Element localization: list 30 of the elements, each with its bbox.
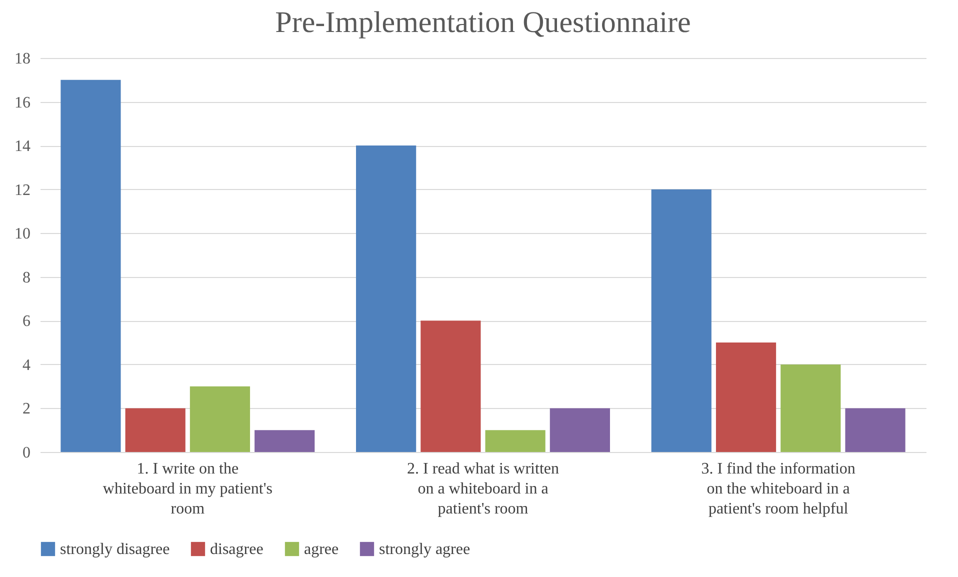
- bar: [780, 364, 841, 452]
- bar: [356, 146, 416, 452]
- legend-label: strongly agree: [379, 541, 470, 558]
- y-tick-label: 6: [22, 313, 30, 330]
- x-tick-label: 3. I find the information on the whiteboard in a patient's room helpful: [701, 460, 856, 518]
- y-tick-label: 8: [22, 269, 30, 286]
- y-tick-label: 14: [14, 138, 30, 156]
- chart-title: Pre-Implementation Questionnaire: [275, 6, 691, 39]
- bar: [125, 408, 186, 452]
- y-tick-label: 18: [14, 50, 30, 68]
- x-tick-label: 2. I read what is written on a whiteboard in a patient's room: [407, 460, 559, 518]
- y-tick-label: 2: [22, 400, 30, 418]
- y-tick-label: 12: [14, 182, 30, 199]
- y-tick-label: 16: [14, 94, 30, 112]
- bar: [550, 408, 610, 452]
- legend-label: strongly disagree: [60, 541, 170, 558]
- bar: [716, 342, 776, 452]
- legend-label: disagree: [210, 541, 264, 558]
- bar: [254, 430, 315, 452]
- y-tick-label: 0: [22, 444, 30, 462]
- bar: [651, 189, 712, 452]
- bar: [845, 408, 906, 452]
- legend-label: agree: [304, 541, 339, 558]
- x-tick-label: 1. I write on the whiteboard in my patient's room: [102, 460, 272, 518]
- bar: [60, 80, 121, 452]
- bar: [190, 386, 250, 452]
- bar: [420, 320, 481, 452]
- y-tick-label: 4: [22, 356, 30, 374]
- bar: [485, 430, 546, 452]
- y-tick-label: 10: [14, 226, 30, 243]
